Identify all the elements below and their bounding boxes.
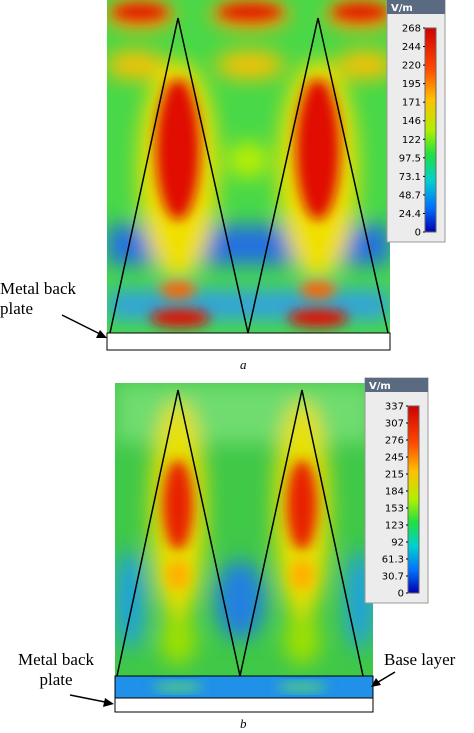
colorbar-tick-label: 73.1 xyxy=(399,172,421,183)
colorbar-tick-label: 276 xyxy=(385,436,404,447)
metal-plate-a xyxy=(106,332,391,351)
arrowhead xyxy=(371,678,381,687)
colorbar-header xyxy=(387,0,445,14)
colorbar-tick-label: 220 xyxy=(402,61,421,72)
colorbars: V/m 268 244 220 195 171 146 122 97.5 73.1 48.7 24.4… xyxy=(364,0,446,604)
pyramids-a xyxy=(109,17,389,334)
arrowhead xyxy=(96,330,107,338)
colorbar xyxy=(424,27,437,233)
colorbar-unit: V/m xyxy=(391,3,413,14)
colorbar-unit: V/m xyxy=(369,381,391,392)
colorbar-tick-label: 268 xyxy=(402,24,421,35)
field-a xyxy=(107,0,390,333)
metal-plate-b xyxy=(114,697,374,713)
colorbar-tick-label: 123 xyxy=(385,521,404,532)
arrow xyxy=(61,314,105,337)
colorbar-tick-label: 153 xyxy=(385,504,404,515)
colorbar-tick-label: 48.7 xyxy=(399,190,421,201)
colorbar-tick-label: 92 xyxy=(391,538,404,549)
panel-label: a xyxy=(240,357,247,372)
annotation: Base layer xyxy=(384,650,456,669)
colorbar-header xyxy=(365,378,428,392)
colorbar-tick-label: 245 xyxy=(385,453,404,464)
colorbar-tick-label: 0 xyxy=(415,228,421,239)
panel-label: b xyxy=(240,716,247,731)
annotation: Metal back plate xyxy=(0,279,76,318)
colorbar xyxy=(407,405,420,594)
colorbar-tick-label: 337 xyxy=(385,402,404,413)
annotation: Metal back plate xyxy=(18,650,94,689)
arrowhead xyxy=(103,698,114,707)
colorbar-tick-label: 122 xyxy=(402,135,421,146)
field-b xyxy=(115,383,373,676)
colorbar-tick-label: 24.4 xyxy=(399,209,421,220)
colorbar-tick-label: 30.7 xyxy=(382,572,404,583)
colorbar-tick-label: 61.3 xyxy=(382,555,404,566)
colorbar-tick-label: 215 xyxy=(385,470,404,481)
colorbar-tick-label: 171 xyxy=(402,98,421,109)
colorbar-tick-label: 146 xyxy=(402,116,421,127)
colorbar-tick-label: 195 xyxy=(402,79,421,90)
colorbar-tick-label: 307 xyxy=(385,419,404,430)
colorbar-tick-label: 244 xyxy=(402,42,421,53)
colorbar-tick-label: 97.5 xyxy=(399,153,421,164)
arrow xyxy=(69,694,111,704)
pyramids-b xyxy=(116,389,364,677)
colorbar-tick-label: 184 xyxy=(385,487,404,498)
colorbar-tick-label: 0 xyxy=(398,589,404,600)
